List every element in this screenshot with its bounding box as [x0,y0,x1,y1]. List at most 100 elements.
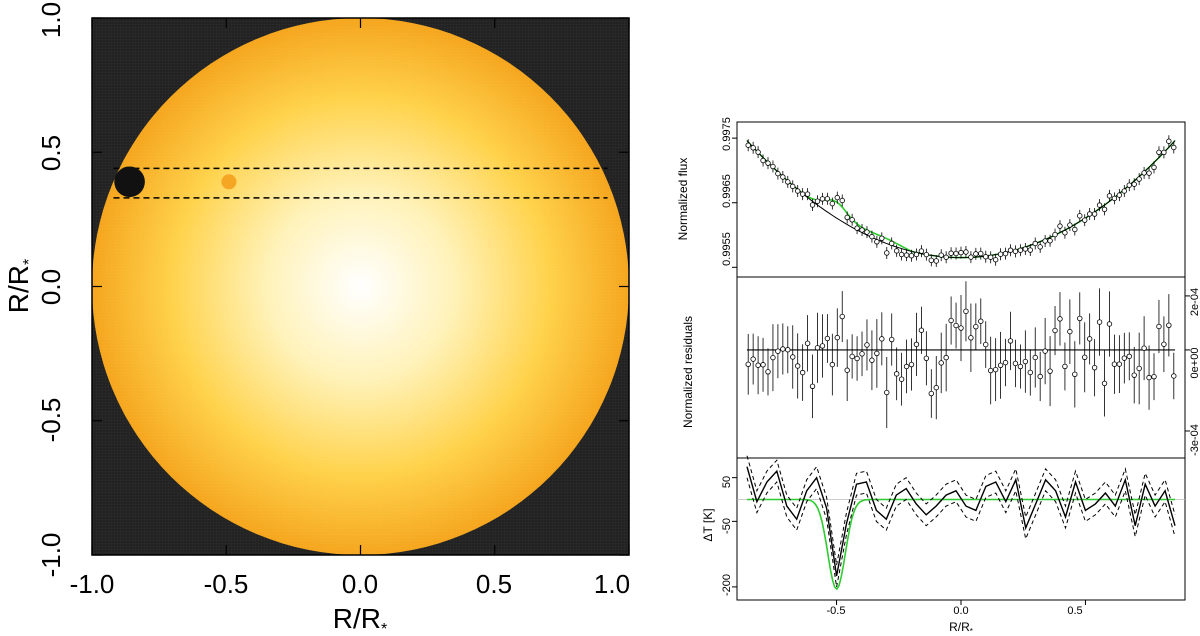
residual-point [1027,369,1033,376]
flux-point [1032,240,1038,247]
flux-point [780,174,786,180]
flux-point [844,214,850,221]
residual-point [1047,368,1053,374]
flux-point [978,250,984,257]
residual-point [1151,373,1157,380]
flux-point [928,257,935,264]
dT-xtick-label: -0.5 [827,605,846,617]
dT-panel-frame [736,457,1186,601]
residual-point [824,335,831,342]
flux-point [913,251,920,258]
flux-point [884,250,890,256]
flux-point [1047,238,1053,244]
flux-ytick-label: 0.9955 [721,232,733,266]
residual-point [978,318,984,324]
flux-point [1156,149,1162,156]
flux-point [992,257,999,263]
flux-ytick-label: 0.9965 [721,174,733,208]
dT-ytick-label: -200 [721,574,733,596]
residual-point [839,313,845,320]
flux-point [1012,248,1019,255]
residual-point [1057,316,1063,322]
residual-point [1052,327,1058,334]
residual-point [1077,315,1083,322]
flux-point [1146,170,1152,176]
flux-point [893,248,900,254]
flux-point [963,249,969,255]
flux-point [1067,222,1073,228]
residual-point [938,360,944,366]
flux-point [903,252,910,258]
flux-point [879,235,885,242]
residual-point [1072,371,1078,378]
flux-point [819,196,826,202]
residual-point [1141,345,1147,351]
dT-model-line [747,498,1175,591]
flux-point [745,142,751,148]
residual-point [849,353,855,360]
flux-point [1086,211,1093,217]
flux-point [1091,211,1098,217]
flux-plot [745,135,1177,267]
flux-point [1106,193,1113,199]
residual-point [775,348,781,354]
residual-point [799,369,806,376]
flux-point [785,179,791,185]
left-ytick-label: 1.0 [36,2,66,38]
residual-point [1086,336,1093,342]
flux-point [760,157,766,164]
residual-point [1166,322,1172,328]
residual-point [809,383,816,389]
residual-point [1111,361,1118,367]
left-xtick-label: 1.0 [594,569,630,599]
residual-point [963,308,969,315]
residual-point [834,334,840,341]
flux-point [1057,223,1063,229]
residual-point [1106,321,1113,327]
flux-point [938,252,944,258]
flux-point [799,191,806,197]
residual-point [893,371,900,377]
flux-point [898,251,905,258]
residual-point [864,342,870,348]
flux-point [923,251,930,258]
pixel-grid-overlay [92,18,629,555]
flux-point [1171,144,1177,151]
flux-point [1151,164,1157,171]
flux-point [1007,247,1014,253]
residual-point [760,362,766,368]
residual-point [750,356,756,362]
residual-point [953,322,959,329]
residuals-ytick-label: -3e-04 [1189,424,1200,456]
residual-point [1042,348,1048,354]
residual-point [1156,323,1162,330]
dT-ylabel: ΔT [K] [701,508,715,541]
flux-point [948,250,954,256]
residual-point [1012,360,1019,367]
dT-lower-bound [746,477,1176,587]
flux-point [1027,247,1033,253]
left-xtick-label: -1.0 [70,569,115,599]
flux-point [1126,182,1132,188]
flux-fit-line [746,140,1176,259]
flux-point [983,254,989,260]
left-xaxis-label: R/R* [333,603,387,636]
right-ticks [732,137,1190,605]
residual-point [968,335,974,341]
residual-point [1171,373,1177,379]
planet-disk [114,166,145,198]
flux-point [839,197,845,204]
flux-point [1111,195,1118,202]
flux-point [987,254,994,260]
flux-point [750,145,756,151]
residual-point [1096,319,1103,325]
flux-ytick-label: 0.9975 [721,117,733,151]
residual-point [869,357,875,363]
dT-xlabel: R/R* [949,620,973,636]
flux-point [1052,231,1058,238]
residual-point [1121,355,1128,361]
flux-point [1062,230,1068,236]
left-xtick-label: -0.5 [204,569,249,599]
residual-point [983,341,989,348]
left-xtick-label: 0.0 [342,569,378,599]
